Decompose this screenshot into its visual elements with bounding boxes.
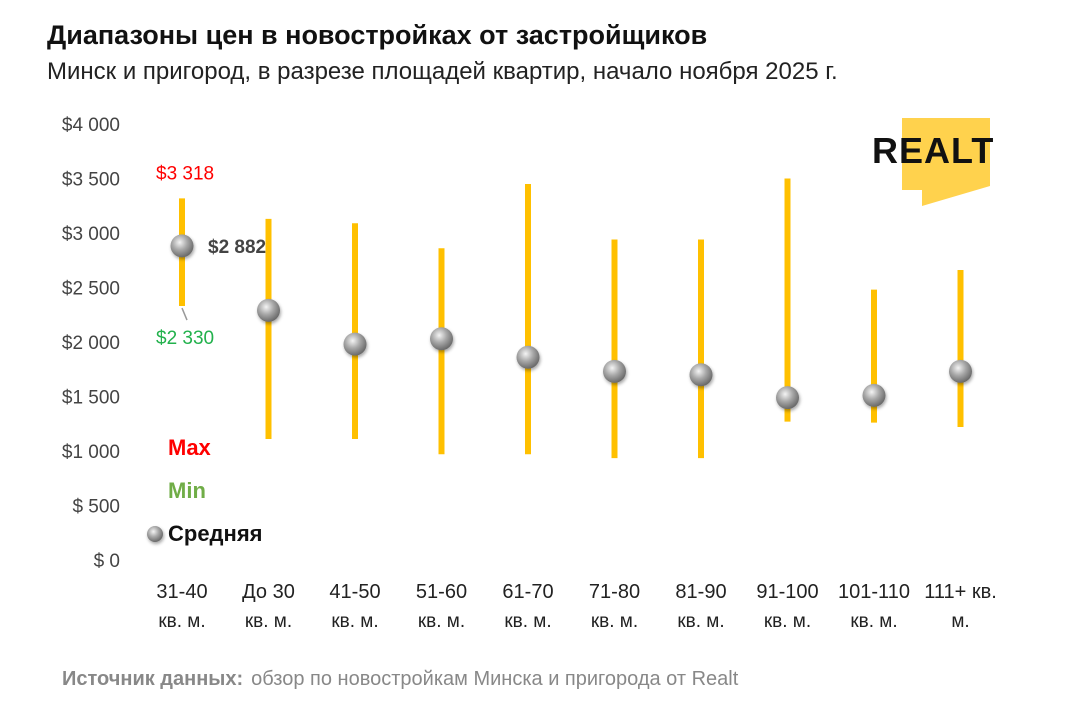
legend-max: Max — [168, 435, 212, 460]
x-tick-label: кв. м. — [158, 611, 205, 632]
leader-line — [181, 307, 188, 321]
y-tick-label: $3 000 — [62, 224, 120, 245]
x-tick-label: кв. м. — [504, 611, 551, 632]
x-tick-label: 61-70 — [502, 581, 553, 603]
legend-min: Min — [168, 478, 206, 503]
y-tick-label: $ 500 — [72, 497, 120, 518]
x-tick-label: 51-60 — [416, 581, 467, 603]
x-tick-label: кв. м. — [677, 611, 724, 632]
x-tick-label: кв. м. — [764, 611, 811, 632]
source-note: Источник данных: обзор по новостройкам Ми… — [62, 668, 738, 691]
chart-title: Диапазоны цен в новостройках от застройщ… — [47, 20, 708, 50]
y-tick-label: $2 500 — [62, 279, 120, 300]
average-point — [170, 234, 194, 258]
y-tick-label: $1 500 — [62, 388, 120, 409]
source-label: Источник данных: — [62, 668, 244, 690]
min-data-label: $2 330 — [156, 328, 214, 349]
x-tick-label: 111+ кв. — [924, 581, 997, 603]
y-tick-label: $1 000 — [62, 442, 120, 463]
x-tick-label: кв. м. — [850, 611, 897, 632]
x-tick-label: 31-40 — [156, 581, 207, 603]
x-tick-label: кв. м. — [418, 611, 465, 632]
source-text: обзор по новостройкам Минска и пригорода… — [251, 668, 739, 690]
x-tick-label: До 30 — [242, 581, 295, 603]
max-data-label: $3 318 — [156, 163, 214, 184]
x-tick-label: 71-80 — [589, 581, 640, 603]
average-point — [776, 386, 799, 410]
y-tick-label: $ 0 — [94, 551, 120, 572]
realt-logo: REALT — [872, 118, 1022, 208]
x-tick-label: кв. м. — [591, 611, 638, 632]
y-tick-label: $2 000 — [62, 333, 120, 354]
average-data-label: $2 882 — [208, 237, 266, 258]
x-tick-label: 101-110 — [838, 581, 910, 603]
y-tick-label: $4 000 — [62, 115, 120, 136]
average-point — [603, 359, 626, 383]
svg-text:REALT: REALT — [872, 130, 994, 171]
average-point — [343, 332, 367, 356]
average-point — [516, 345, 540, 369]
y-tick-label: $3 500 — [62, 170, 120, 191]
x-tick-label: 91-100 — [756, 581, 818, 603]
x-tick-label: 81-90 — [675, 581, 726, 603]
chart-subtitle: Минск и пригород, в разрезе площадей ква… — [47, 58, 838, 85]
legend-average: Средняя — [168, 521, 263, 546]
x-tick-label: кв. м. — [245, 611, 292, 632]
average-point — [949, 359, 972, 383]
x-tick-label: м. — [951, 611, 969, 632]
average-point — [862, 383, 886, 407]
legend-average-marker — [147, 526, 163, 542]
average-point — [689, 363, 713, 387]
x-tick-label: 41-50 — [329, 581, 380, 603]
x-tick-label: кв. м. — [331, 611, 378, 632]
average-point — [430, 327, 453, 351]
average-point — [257, 298, 280, 322]
